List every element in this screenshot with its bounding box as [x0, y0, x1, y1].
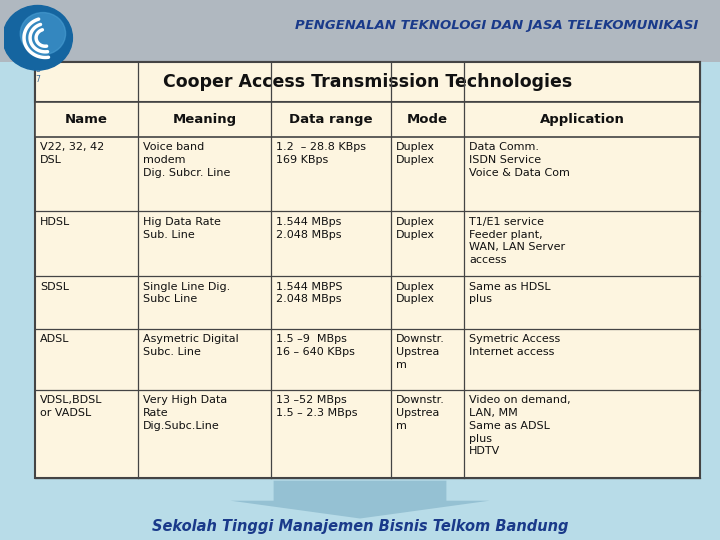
Text: Video on demand,
LAN, MM
Same as ADSL
plus
HDTV: Video on demand, LAN, MM Same as ADSL pl…: [469, 395, 570, 456]
Text: Data Comm.
ISDN Service
Voice & Data Com: Data Comm. ISDN Service Voice & Data Com: [469, 143, 570, 178]
Circle shape: [20, 12, 66, 55]
Polygon shape: [230, 481, 490, 518]
Text: Meaning: Meaning: [173, 113, 237, 126]
FancyBboxPatch shape: [0, 478, 720, 540]
Text: Symetric Access
Internet access: Symetric Access Internet access: [469, 334, 560, 357]
FancyBboxPatch shape: [700, 62, 720, 478]
Text: Single Line Dig.
Subc Line: Single Line Dig. Subc Line: [143, 281, 230, 305]
Text: Very High Data
Rate
Dig.Subc.Line: Very High Data Rate Dig.Subc.Line: [143, 395, 228, 431]
Text: Application: Application: [539, 113, 624, 126]
Text: Duplex
Duplex: Duplex Duplex: [396, 143, 435, 165]
Text: Downstr.
Upstrea
m: Downstr. Upstrea m: [396, 334, 445, 370]
Text: VDSL,BDSL
or VADSL: VDSL,BDSL or VADSL: [40, 395, 102, 418]
Text: Cooper Access Transmission Technologies: Cooper Access Transmission Technologies: [163, 73, 572, 91]
Text: V22, 32, 42
DSL: V22, 32, 42 DSL: [40, 143, 104, 165]
Text: HDSL: HDSL: [40, 217, 71, 227]
Text: Duplex
Duplex: Duplex Duplex: [396, 281, 435, 305]
Text: 1.2  – 28.8 KBps
169 KBps: 1.2 – 28.8 KBps 169 KBps: [276, 143, 366, 165]
Text: Downstr.
Upstrea
m: Downstr. Upstrea m: [396, 395, 445, 431]
Text: SDSL: SDSL: [40, 281, 69, 292]
FancyBboxPatch shape: [35, 102, 700, 137]
Text: Sekolah Tinggi Manajemen Bisnis Telkom Bandung: Sekolah Tinggi Manajemen Bisnis Telkom B…: [152, 519, 568, 534]
Text: Duplex
Duplex: Duplex Duplex: [396, 217, 435, 240]
Text: Name: Name: [65, 113, 108, 126]
Text: PENGENALAN TEKNOLOGI DAN JASA TELEKOMUNIKASI: PENGENALAN TEKNOLOGI DAN JASA TELEKOMUNI…: [295, 19, 698, 32]
Text: 13 –52 MBps
1.5 – 2.3 MBps: 13 –52 MBps 1.5 – 2.3 MBps: [276, 395, 358, 418]
FancyBboxPatch shape: [0, 0, 720, 62]
Text: Voice band
modem
Dig. Subcr. Line: Voice band modem Dig. Subcr. Line: [143, 143, 230, 178]
Text: S
7: S 7: [35, 65, 40, 84]
Text: Asymetric Digital
Subc. Line: Asymetric Digital Subc. Line: [143, 334, 239, 357]
FancyBboxPatch shape: [35, 62, 700, 478]
Text: ADSL: ADSL: [40, 334, 70, 345]
Text: Data range: Data range: [289, 113, 373, 126]
Circle shape: [3, 5, 73, 70]
Text: T1/E1 service
Feeder plant,
WAN, LAN Server
access: T1/E1 service Feeder plant, WAN, LAN Ser…: [469, 217, 565, 265]
FancyBboxPatch shape: [0, 62, 35, 478]
Text: Hig Data Rate
Sub. Line: Hig Data Rate Sub. Line: [143, 217, 221, 240]
FancyBboxPatch shape: [35, 62, 700, 102]
Text: 1.544 MBps
2.048 MBps: 1.544 MBps 2.048 MBps: [276, 217, 341, 240]
Text: Same as HDSL
plus: Same as HDSL plus: [469, 281, 551, 305]
Text: 1.544 MBPS
2.048 MBps: 1.544 MBPS 2.048 MBps: [276, 281, 343, 305]
Text: 1.5 –9  MBps
16 – 640 KBps: 1.5 –9 MBps 16 – 640 KBps: [276, 334, 355, 357]
Text: Mode: Mode: [407, 113, 448, 126]
